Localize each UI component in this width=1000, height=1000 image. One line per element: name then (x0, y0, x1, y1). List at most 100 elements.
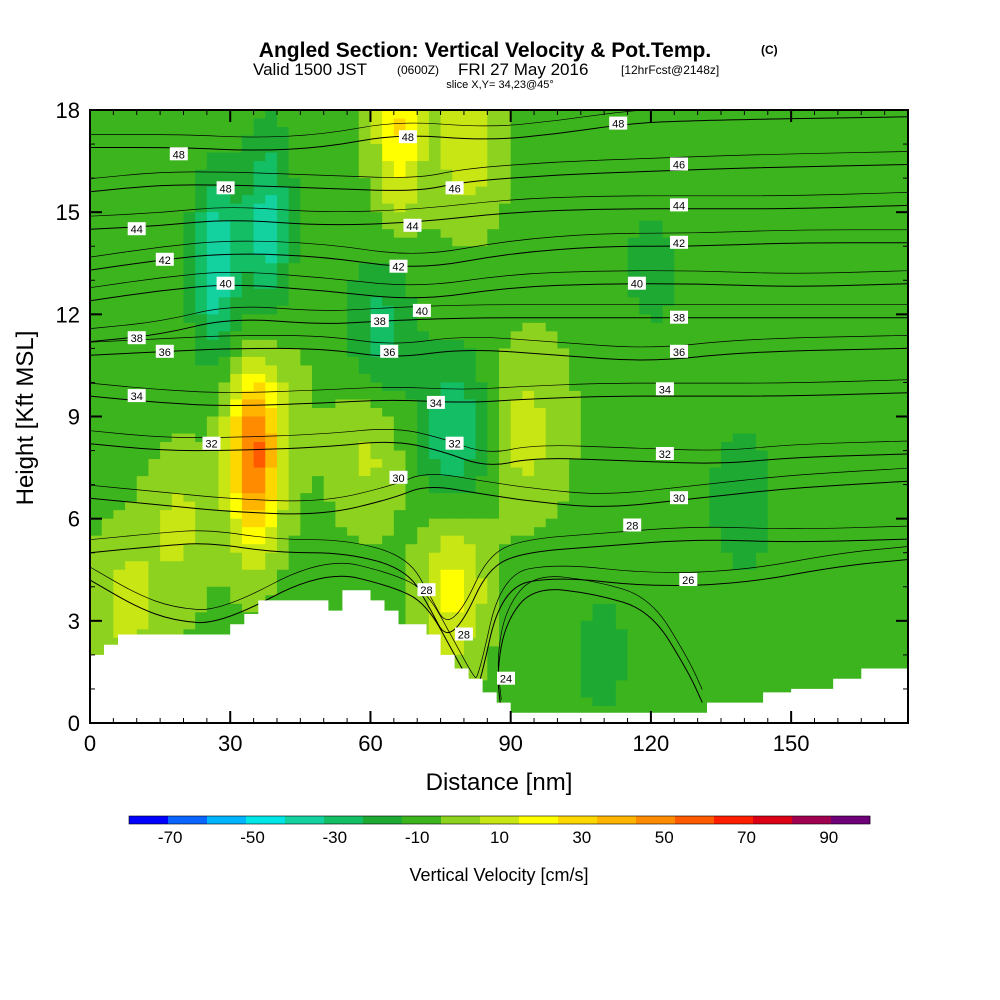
field-cell (756, 629, 769, 639)
field-cell (125, 178, 138, 188)
field-cell (382, 127, 395, 137)
field-cell (896, 220, 908, 230)
field-cell (358, 212, 372, 222)
field-cell (405, 612, 418, 622)
field-cell (288, 544, 301, 554)
field-cell (826, 399, 839, 409)
field-cell (557, 603, 570, 613)
field-cell (872, 161, 886, 171)
field-cell (382, 195, 395, 205)
field-cell (557, 382, 570, 392)
field-cell (195, 399, 208, 409)
field-cell (697, 135, 710, 145)
field-cell (580, 476, 594, 486)
field-cell (428, 169, 442, 179)
field-cell (826, 484, 839, 494)
field-cell (499, 382, 512, 392)
field-cell (627, 118, 640, 128)
field-cell (136, 373, 150, 384)
field-cell (662, 356, 675, 367)
field-cell (452, 305, 465, 315)
field-cell (534, 476, 547, 486)
field-cell (545, 688, 559, 699)
field-cell (183, 595, 196, 605)
field-cell (171, 246, 185, 256)
field-cell (627, 442, 640, 452)
field-cell (837, 263, 851, 273)
field-cell (837, 356, 851, 367)
field-cell (767, 680, 781, 690)
field-cell (113, 178, 126, 188)
field-cell (767, 271, 781, 281)
field-cell (463, 612, 477, 622)
field-cell (195, 501, 208, 511)
field-cell (148, 314, 161, 324)
field-cell (756, 416, 769, 426)
field-cell (487, 263, 500, 273)
field-cell (849, 169, 862, 179)
field-cell (358, 152, 372, 162)
field-cell (195, 569, 208, 579)
field-cell (872, 220, 886, 230)
field-cell (312, 161, 325, 171)
field-cell (779, 467, 792, 477)
field-cell (779, 127, 792, 137)
field-cell (779, 637, 792, 647)
field-cell (884, 365, 897, 375)
field-cell (276, 578, 290, 588)
field-cell (744, 305, 757, 315)
field-cell (662, 229, 675, 239)
field-cell (721, 518, 734, 528)
field-cell (347, 433, 360, 443)
field-cell (510, 288, 523, 298)
field-cell (393, 339, 407, 349)
field-cell (288, 356, 301, 367)
field-cell (826, 671, 839, 682)
field-cell (662, 527, 675, 537)
field-cell (335, 263, 348, 273)
field-cell (125, 527, 138, 537)
field-cell (358, 501, 372, 511)
field-cell (685, 237, 699, 247)
field-cell (417, 450, 430, 460)
field-cell (136, 442, 150, 452)
field-cell (732, 569, 745, 579)
field-cell (183, 510, 196, 520)
field-cell (101, 501, 114, 511)
field-cell (136, 135, 150, 145)
field-cell (592, 135, 605, 145)
field-cell (650, 280, 664, 290)
field-cell (370, 297, 383, 307)
field-cell (580, 229, 594, 239)
field-cell (837, 544, 851, 554)
field-cell (732, 450, 745, 460)
field-cell (487, 450, 500, 460)
field-cell (253, 178, 266, 188)
field-cell (452, 493, 465, 503)
field-cell (884, 178, 897, 188)
field-cell (615, 305, 629, 315)
field-cell (358, 365, 372, 375)
field-cell (276, 450, 290, 460)
field-cell (428, 127, 442, 137)
field-cell (160, 425, 173, 435)
field-cell (779, 373, 792, 384)
field-cell (125, 314, 138, 324)
field-cell (218, 195, 231, 205)
field-cell (288, 586, 301, 596)
field-cell (358, 297, 372, 307)
field-cell (522, 561, 535, 571)
field-cell (136, 433, 150, 443)
field-cell (604, 246, 617, 256)
field-cell (125, 118, 138, 128)
field-cell (475, 263, 488, 273)
field-cell (674, 322, 687, 332)
field-cell (569, 186, 582, 196)
field-cell (440, 144, 453, 154)
field-cell (382, 467, 395, 477)
field-cell (312, 169, 325, 179)
field-cell (732, 212, 745, 222)
field-cell (522, 356, 535, 367)
field-cell (569, 382, 582, 392)
field-cell (557, 169, 570, 179)
